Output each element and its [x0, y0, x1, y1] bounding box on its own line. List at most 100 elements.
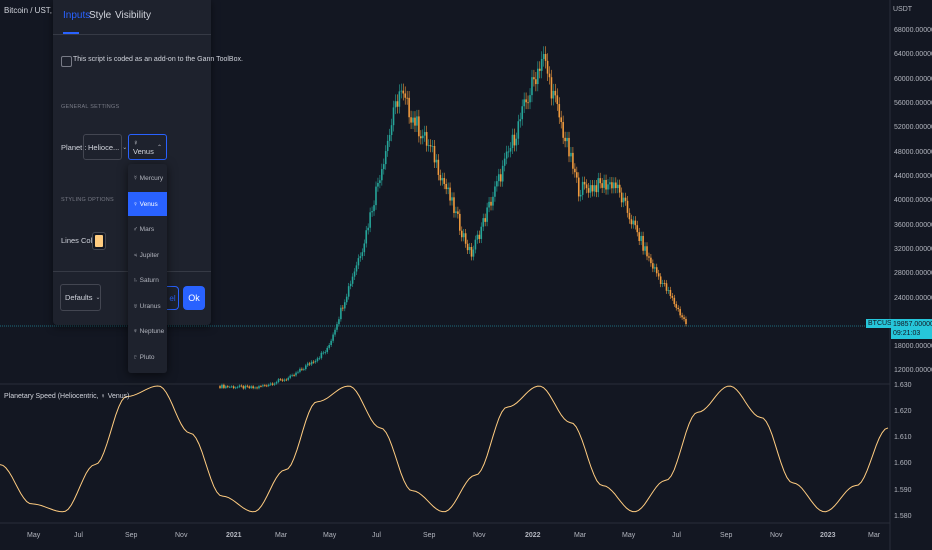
candle-body — [498, 174, 500, 182]
candle-body — [517, 121, 520, 139]
candle-body — [281, 379, 284, 381]
candle-body — [299, 368, 301, 372]
candle-body — [230, 386, 233, 388]
candle-body — [642, 235, 644, 251]
planet-option-uranus[interactable]: ♅ Uranus — [133, 302, 161, 310]
candle-body — [437, 159, 440, 175]
candle-body — [667, 289, 670, 291]
candle-body — [613, 182, 615, 189]
candle-body — [262, 385, 264, 387]
candle-body — [379, 180, 381, 183]
candle-body — [546, 60, 549, 74]
candle-body — [225, 386, 227, 388]
candle-body — [644, 246, 646, 251]
candle-body — [416, 116, 418, 126]
candle-body — [523, 99, 525, 107]
styling-options-title: STYLING OPTIONS — [61, 197, 114, 203]
candle-body — [550, 77, 553, 99]
candle-body — [226, 386, 229, 388]
candle-body — [681, 315, 683, 318]
candle-body — [256, 387, 258, 389]
candle-body — [657, 273, 660, 277]
candle-body — [457, 211, 459, 214]
candle-body — [496, 181, 498, 187]
candle-body — [338, 319, 340, 325]
indicator-tick-label: 1.580 — [894, 513, 912, 520]
price-tick-label: 12000.0000000 — [894, 367, 932, 374]
coordinate-select-value: Helioce... — [88, 142, 120, 152]
candle-body — [400, 90, 403, 92]
price-tick-label: 60000.0000000 — [894, 76, 932, 83]
currency-label: USDT — [893, 6, 913, 13]
candle-body — [577, 177, 580, 197]
candle-body — [392, 107, 395, 126]
time-tick-label: Mar — [868, 532, 881, 539]
candle-body — [347, 286, 350, 297]
candle-body — [310, 361, 313, 365]
tab-inputs[interactable]: Inputs — [63, 10, 91, 21]
ok-button[interactable]: Ok — [183, 286, 205, 310]
planet-select-value: ♀ Venus — [133, 138, 154, 156]
candle-body — [566, 137, 568, 142]
candle-body — [558, 104, 561, 118]
candle-body — [289, 375, 291, 378]
candle-body — [314, 360, 317, 363]
candle-body — [521, 106, 524, 120]
candle-body — [468, 246, 471, 251]
candle-body — [252, 386, 254, 389]
candle-body — [451, 197, 453, 201]
planet-option-jupiter[interactable]: ♃ Jupiter — [133, 251, 160, 259]
planet-option-saturn[interactable]: ♄ Saturn — [133, 276, 159, 284]
time-tick-label: Nov — [175, 532, 188, 539]
candle-body — [303, 369, 305, 370]
indicator-tick-label: 1.590 — [894, 487, 912, 494]
time-tick-label: May — [27, 532, 41, 539]
indicator-tick-label: 1.620 — [894, 408, 912, 415]
candle-body — [328, 345, 330, 348]
time-tick-label: Sep — [125, 532, 138, 539]
candle-body — [221, 384, 223, 388]
addon-checkbox[interactable] — [61, 56, 72, 67]
candle-body — [449, 187, 451, 201]
planet-option-mercury[interactable]: ☿ Mercury — [133, 174, 164, 182]
defaults-dropdown[interactable]: Defaults ⌄ — [60, 284, 101, 311]
price-tick-label: 40000.0000000 — [894, 197, 932, 204]
coordinate-select[interactable]: Helioce... ⌄ — [83, 134, 127, 160]
lines-color-swatch[interactable] — [92, 232, 106, 250]
planet-option-neptune[interactable]: ♆ Neptune — [133, 327, 165, 335]
candle-body — [671, 295, 674, 298]
candle-body — [646, 246, 648, 257]
tab-style[interactable]: Style — [89, 10, 112, 21]
candle-body — [427, 145, 430, 146]
candle-body — [683, 317, 685, 319]
planet-option-venus[interactable]: ♀ Venus — [128, 192, 167, 216]
candle-body — [242, 386, 245, 389]
candle-body — [441, 178, 444, 181]
candle-body — [669, 289, 672, 296]
candle-body — [236, 386, 239, 388]
candle-body — [494, 186, 496, 197]
candle-body — [293, 375, 295, 376]
candle-body — [423, 132, 426, 136]
tab-visibility[interactable]: Visibility — [115, 10, 151, 21]
planet-option-mars[interactable]: ♂ Mars — [133, 225, 155, 233]
candle-body — [240, 385, 243, 387]
candle-body — [513, 134, 516, 146]
candle-body — [265, 385, 268, 387]
candle-body — [412, 117, 414, 123]
candle-body — [260, 386, 262, 387]
candle-body — [568, 137, 570, 157]
candle-body — [414, 117, 416, 126]
candle-body — [264, 385, 266, 387]
planet-select[interactable]: ♀ Venus ⌃ — [128, 134, 167, 160]
time-tick-label: Nov — [770, 532, 783, 539]
candle-body — [581, 181, 584, 195]
candle-body — [622, 197, 625, 203]
cancel-button[interactable]: el — [167, 286, 179, 310]
planet-option-pluto[interactable]: ♇ Pluto — [133, 353, 155, 361]
candle-body — [447, 187, 449, 190]
candle-body — [472, 249, 475, 257]
candle-body — [326, 347, 329, 352]
